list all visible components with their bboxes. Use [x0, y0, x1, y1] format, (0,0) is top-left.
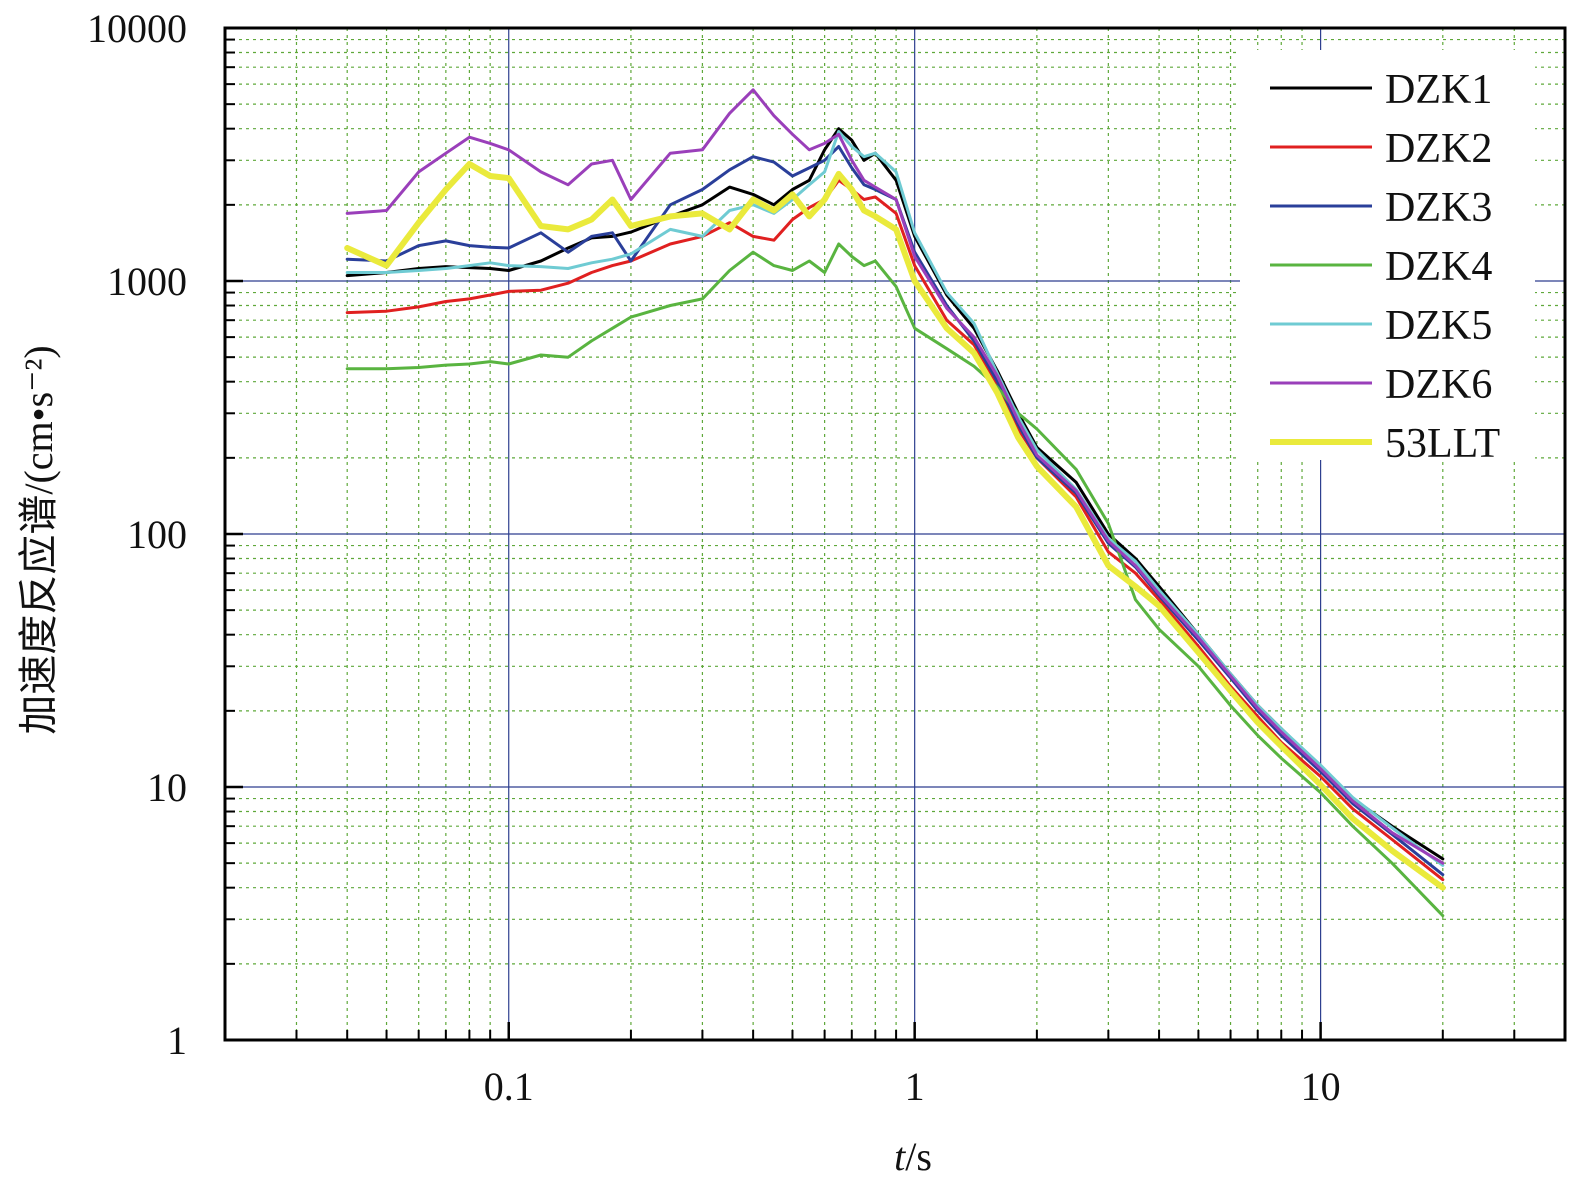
- series-line-dzk5: [345, 130, 1445, 867]
- x-tick-label: 10: [1301, 1064, 1341, 1109]
- series-line-53llt: [344, 161, 1446, 891]
- y-tick-label: 1: [167, 1018, 187, 1063]
- legend-label-dzk6: DZK6: [1385, 362, 1492, 408]
- series-layer: [344, 88, 1446, 918]
- x-axis-title-unit: /s: [905, 1134, 932, 1179]
- y-axis-title: 加速度反应谱/(cm•s⁻²): [16, 345, 61, 734]
- x-tick-label: 1: [905, 1064, 925, 1109]
- legend-background: [1240, 50, 1535, 460]
- ticks-layer: [224, 26, 1566, 1042]
- series-line-dzk3: [345, 145, 1445, 877]
- y-tick-label: 100: [127, 512, 187, 557]
- x-tick-label: 0.1: [484, 1064, 534, 1109]
- legend-label-53llt: 53LLT: [1385, 421, 1500, 467]
- legend-label-dzk2: DZK2: [1385, 126, 1492, 172]
- series-line-dzk4: [345, 242, 1445, 918]
- legend-label-dzk1: DZK1: [1385, 67, 1492, 113]
- x-axis-title-italic: t: [894, 1134, 906, 1179]
- series-line-dzk6: [345, 88, 1445, 865]
- legend-label-dzk5: DZK5: [1385, 303, 1492, 349]
- legend: DZK1 DZK2 DZK3 DZK4 DZK5 DZK6 53LLT: [1270, 67, 1500, 467]
- legend-label-dzk3: DZK3: [1385, 185, 1492, 231]
- y-tick-label: 1000: [107, 259, 187, 304]
- y-tick-label: 10000: [87, 6, 187, 51]
- legend-label-dzk4: DZK4: [1385, 244, 1492, 290]
- labels-layer: 1 10 100 1000 10000 0.1 1 10: [87, 6, 1341, 1109]
- x-axis-title: t/s: [894, 1134, 932, 1179]
- y-tick-label: 10: [147, 765, 187, 810]
